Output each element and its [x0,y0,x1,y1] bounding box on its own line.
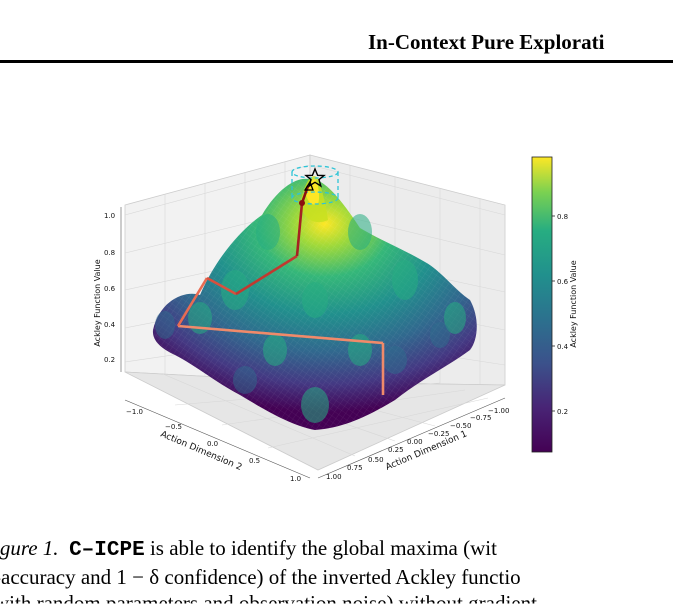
x-tick-label: −0.5 [165,423,182,431]
colorbar-tick-label: 0.4 [557,343,569,351]
caption-line-1: igure 1. C–ICPE is able to identify the … [0,535,673,564]
path-point [299,200,305,206]
y-tick-label: −0.50 [450,422,471,430]
method-name: C–ICPE [69,539,145,562]
colorbar: 0.2 0.4 0.6 0.8 Ackley Function Value [531,156,578,453]
colorbar-tick-label: 0.8 [557,213,568,221]
z-tick-label: 0.8 [104,249,115,257]
caption-text: is able to identify the global maxima (w… [144,536,497,560]
running-header-title: In-Context Pure Explorati [368,30,605,54]
x-tick-label: −1.0 [126,408,143,416]
z-tick-label: 0.4 [104,321,116,329]
y-tick-label: 1.00 [326,473,342,481]
y-tick-label: −0.75 [470,414,491,422]
z-tick-label: 0.6 [104,285,116,293]
triangle-marker [303,180,314,191]
header-rule [0,60,673,63]
x-tick-label: 1.0 [290,475,301,483]
caption-line-2: -accuracy and 1 − δ confidence) of the i… [0,565,521,589]
x-axis-label: Action Dimension 2 [159,430,243,473]
y-tick-label: 0.75 [347,464,363,472]
y-tick-label: 0.00 [407,438,423,446]
figure-caption: igure 1. C–ICPE is able to identify the … [0,535,673,590]
figure-label: igure 1. [0,536,59,560]
caption-line-3-cut: with random parameters and observation n… [0,591,537,615]
global-maximum-star [304,167,326,188]
colorbar-label: Ackley Function Value [569,260,578,347]
y-tick-label: 0.25 [388,446,404,454]
colorbar-tick-label: 0.6 [557,278,569,286]
ackley-surface [152,176,477,430]
target-region-ring [291,165,339,205]
surface-peaks [188,214,466,423]
z-axis-label: Ackley Function Value [93,259,102,346]
y-tick-label: −0.25 [428,430,449,438]
z-tick-label: 0.2 [104,356,115,364]
y-tick-label: −1.00 [488,407,509,415]
z-axis: 0.2 0.4 0.6 0.8 1.0 Ackley Function Valu… [93,207,122,372]
z-tick-label: 1.0 [104,212,115,220]
exploration-path [176,185,385,395]
y-tick-label: 0.50 [368,456,384,464]
x-tick-label: 0.0 [207,440,218,448]
x-tick-label: 0.5 [249,457,260,465]
colorbar-tick-label: 0.2 [557,408,568,416]
